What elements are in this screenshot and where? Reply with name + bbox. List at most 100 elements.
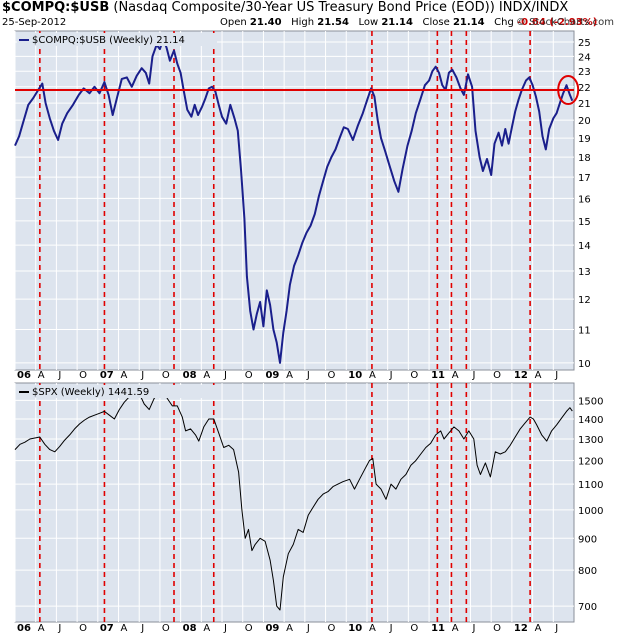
ratio-x-tick-label: A (121, 370, 128, 381)
spx-plot-area (14, 382, 575, 623)
spx-x-tick-label: J (471, 623, 475, 634)
low-value: 21.14 (381, 17, 413, 28)
spx-x-tick-label: O (328, 623, 336, 634)
spx-x-tick-label: 07 (100, 623, 114, 634)
ratio-legend-text: $COMPQ:$USB (Weekly) 21.14 (32, 35, 185, 46)
spx-x-tick-label: 08 (183, 623, 197, 634)
spx-x-tick-label: A (452, 623, 459, 634)
spx-x-tick-label: A (535, 623, 542, 634)
ratio-series-line (14, 38, 574, 364)
ratio-x-tick-label: 06 (17, 370, 31, 381)
spx-y-tick-label: 1400 (578, 415, 603, 426)
spx-y-tick-label: 1000 (578, 506, 603, 517)
spx-x-tick-label: 10 (348, 623, 362, 634)
spx-x-tick-label: O (79, 623, 87, 634)
spx-x-tick-label: O (162, 623, 170, 634)
ratio-plot-area (14, 30, 575, 371)
spx-x-tick-label: O (493, 623, 501, 634)
ratio-y-tick-label: 18 (578, 153, 591, 164)
spx-series-line (14, 389, 573, 611)
high-label: High (291, 17, 315, 28)
low-label: Low (358, 17, 379, 28)
spx-x-tick-label: J (306, 623, 310, 634)
spx-x-tick-label: O (245, 623, 253, 634)
symbol-description: (Nasdaq Composite/30-Year US Treasury Bo… (113, 0, 569, 15)
ratio-x-tick-label: 08 (183, 370, 197, 381)
ratio-x-tick-label: J (223, 370, 227, 381)
open-label: Open (220, 17, 247, 28)
ratio-y-tick-label: 12 (578, 295, 591, 306)
ratio-y-tick-label: 16 (578, 194, 591, 205)
ratio-x-tick-label: J (140, 370, 144, 381)
spx-x-tick-label: A (121, 623, 128, 634)
spx-panel: 700 800 900 1000 1100 1200 1300 1400 1500 $SPX (W… (14, 382, 603, 634)
chg-value: -0.64 (-2.93%) (517, 17, 598, 28)
ratio-y-tick-label: 13 (578, 267, 591, 278)
spx-x-tick-label: 11 (431, 623, 445, 634)
chg-label: Chg (494, 17, 514, 28)
ratio-x-tick-label: 07 (100, 370, 114, 381)
spx-x-tick-label: 12 (514, 623, 528, 634)
ratio-x-tick-label: O (245, 370, 253, 381)
ratio-x-tick-label: J (471, 370, 475, 381)
ratio-x-tick-label: 10 (348, 370, 362, 381)
spx-x-tick-label: A (286, 623, 293, 634)
ratio-y-tick-label: 11 (578, 326, 591, 337)
ratio-x-tick-label: A (535, 370, 542, 381)
symbol: $COMPQ:$USB (2, 0, 110, 15)
spx-y-tick-label: 1200 (578, 457, 603, 468)
close-label: Close (422, 17, 450, 28)
highlight-circle (557, 74, 580, 105)
high-value: 21.54 (317, 17, 349, 28)
ratio-x-tick-label: J (389, 370, 393, 381)
ratio-x-tick-label: 12 (514, 370, 528, 381)
spx-x-tick-label: J (223, 623, 227, 634)
spx-x-tick-label: A (38, 623, 45, 634)
ratio-y-tick-label: 21 (578, 99, 591, 110)
spx-x-tick-label: J (389, 623, 393, 634)
spx-x-tick-label: J (554, 623, 558, 634)
spx-x-tick-label: J (57, 623, 61, 634)
ratio-y-tick-label: 25 (578, 38, 591, 49)
ratio-x-tick-label: O (493, 370, 501, 381)
ratio-y-tick-label: 22 (578, 83, 591, 94)
ratio-x-tick-label: O (162, 370, 170, 381)
ratio-x-tick-label: 09 (265, 370, 279, 381)
spx-legend-bg (17, 385, 217, 398)
quote-bar: Open 21.40 High 21.54 Low 21.14 Close 21… (220, 17, 597, 28)
spx-legend-text: $SPX (Weekly) 1441.59 (32, 387, 149, 398)
ratio-y-tick-label: 23 (578, 67, 591, 78)
ratio-y-tick-label: 19 (578, 134, 591, 145)
ratio-x-tick-label: J (306, 370, 310, 381)
spx-y-tick-label: 1500 (578, 396, 603, 407)
spx-x-tick-label: A (369, 623, 376, 634)
ratio-legend: $COMPQ:$USB (Weekly) 21.14 (17, 33, 217, 46)
ratio-x-tick-label: A (286, 370, 293, 381)
ratio-x-tick-label: J (554, 370, 558, 381)
ratio-panel: 10 11 12 13 14 15 16 17 18 19 20 21 22 23 24 25 $COMPQ:$… (14, 30, 591, 381)
ratio-x-tick-label: O (328, 370, 336, 381)
ratio-x-tick-label: 11 (431, 370, 445, 381)
ratio-y-tick-label: 17 (578, 173, 591, 184)
ratio-x-tick-label: A (369, 370, 376, 381)
ratio-y-tick-label: 14 (578, 241, 591, 252)
spx-x-tick-label: A (203, 623, 210, 634)
spx-legend: $SPX (Weekly) 1441.59 (17, 385, 217, 398)
spx-y-tick-label: 1100 (578, 480, 603, 491)
ratio-x-tick-label: A (203, 370, 210, 381)
ratio-x-tick-label: O (79, 370, 87, 381)
ratio-y-tick-label: 24 (578, 52, 591, 63)
spx-y-tick-label: 900 (578, 534, 597, 545)
ratio-x-tick-label: O (410, 370, 418, 381)
ratio-x-tick-label: A (38, 370, 45, 381)
spx-x-tick-label: 09 (265, 623, 279, 634)
ratio-legend-bg (17, 33, 217, 46)
ratio-y-tick-label: 10 (578, 359, 591, 370)
ratio-x-tick-label: J (57, 370, 61, 381)
brand-watermark: © StockCharts.com (515, 17, 614, 28)
ratio-x-tick-label: A (452, 370, 459, 381)
spx-y-tick-label: 800 (578, 566, 597, 577)
spx-x-tick-label: O (410, 623, 418, 634)
open-value: 21.40 (249, 17, 282, 28)
